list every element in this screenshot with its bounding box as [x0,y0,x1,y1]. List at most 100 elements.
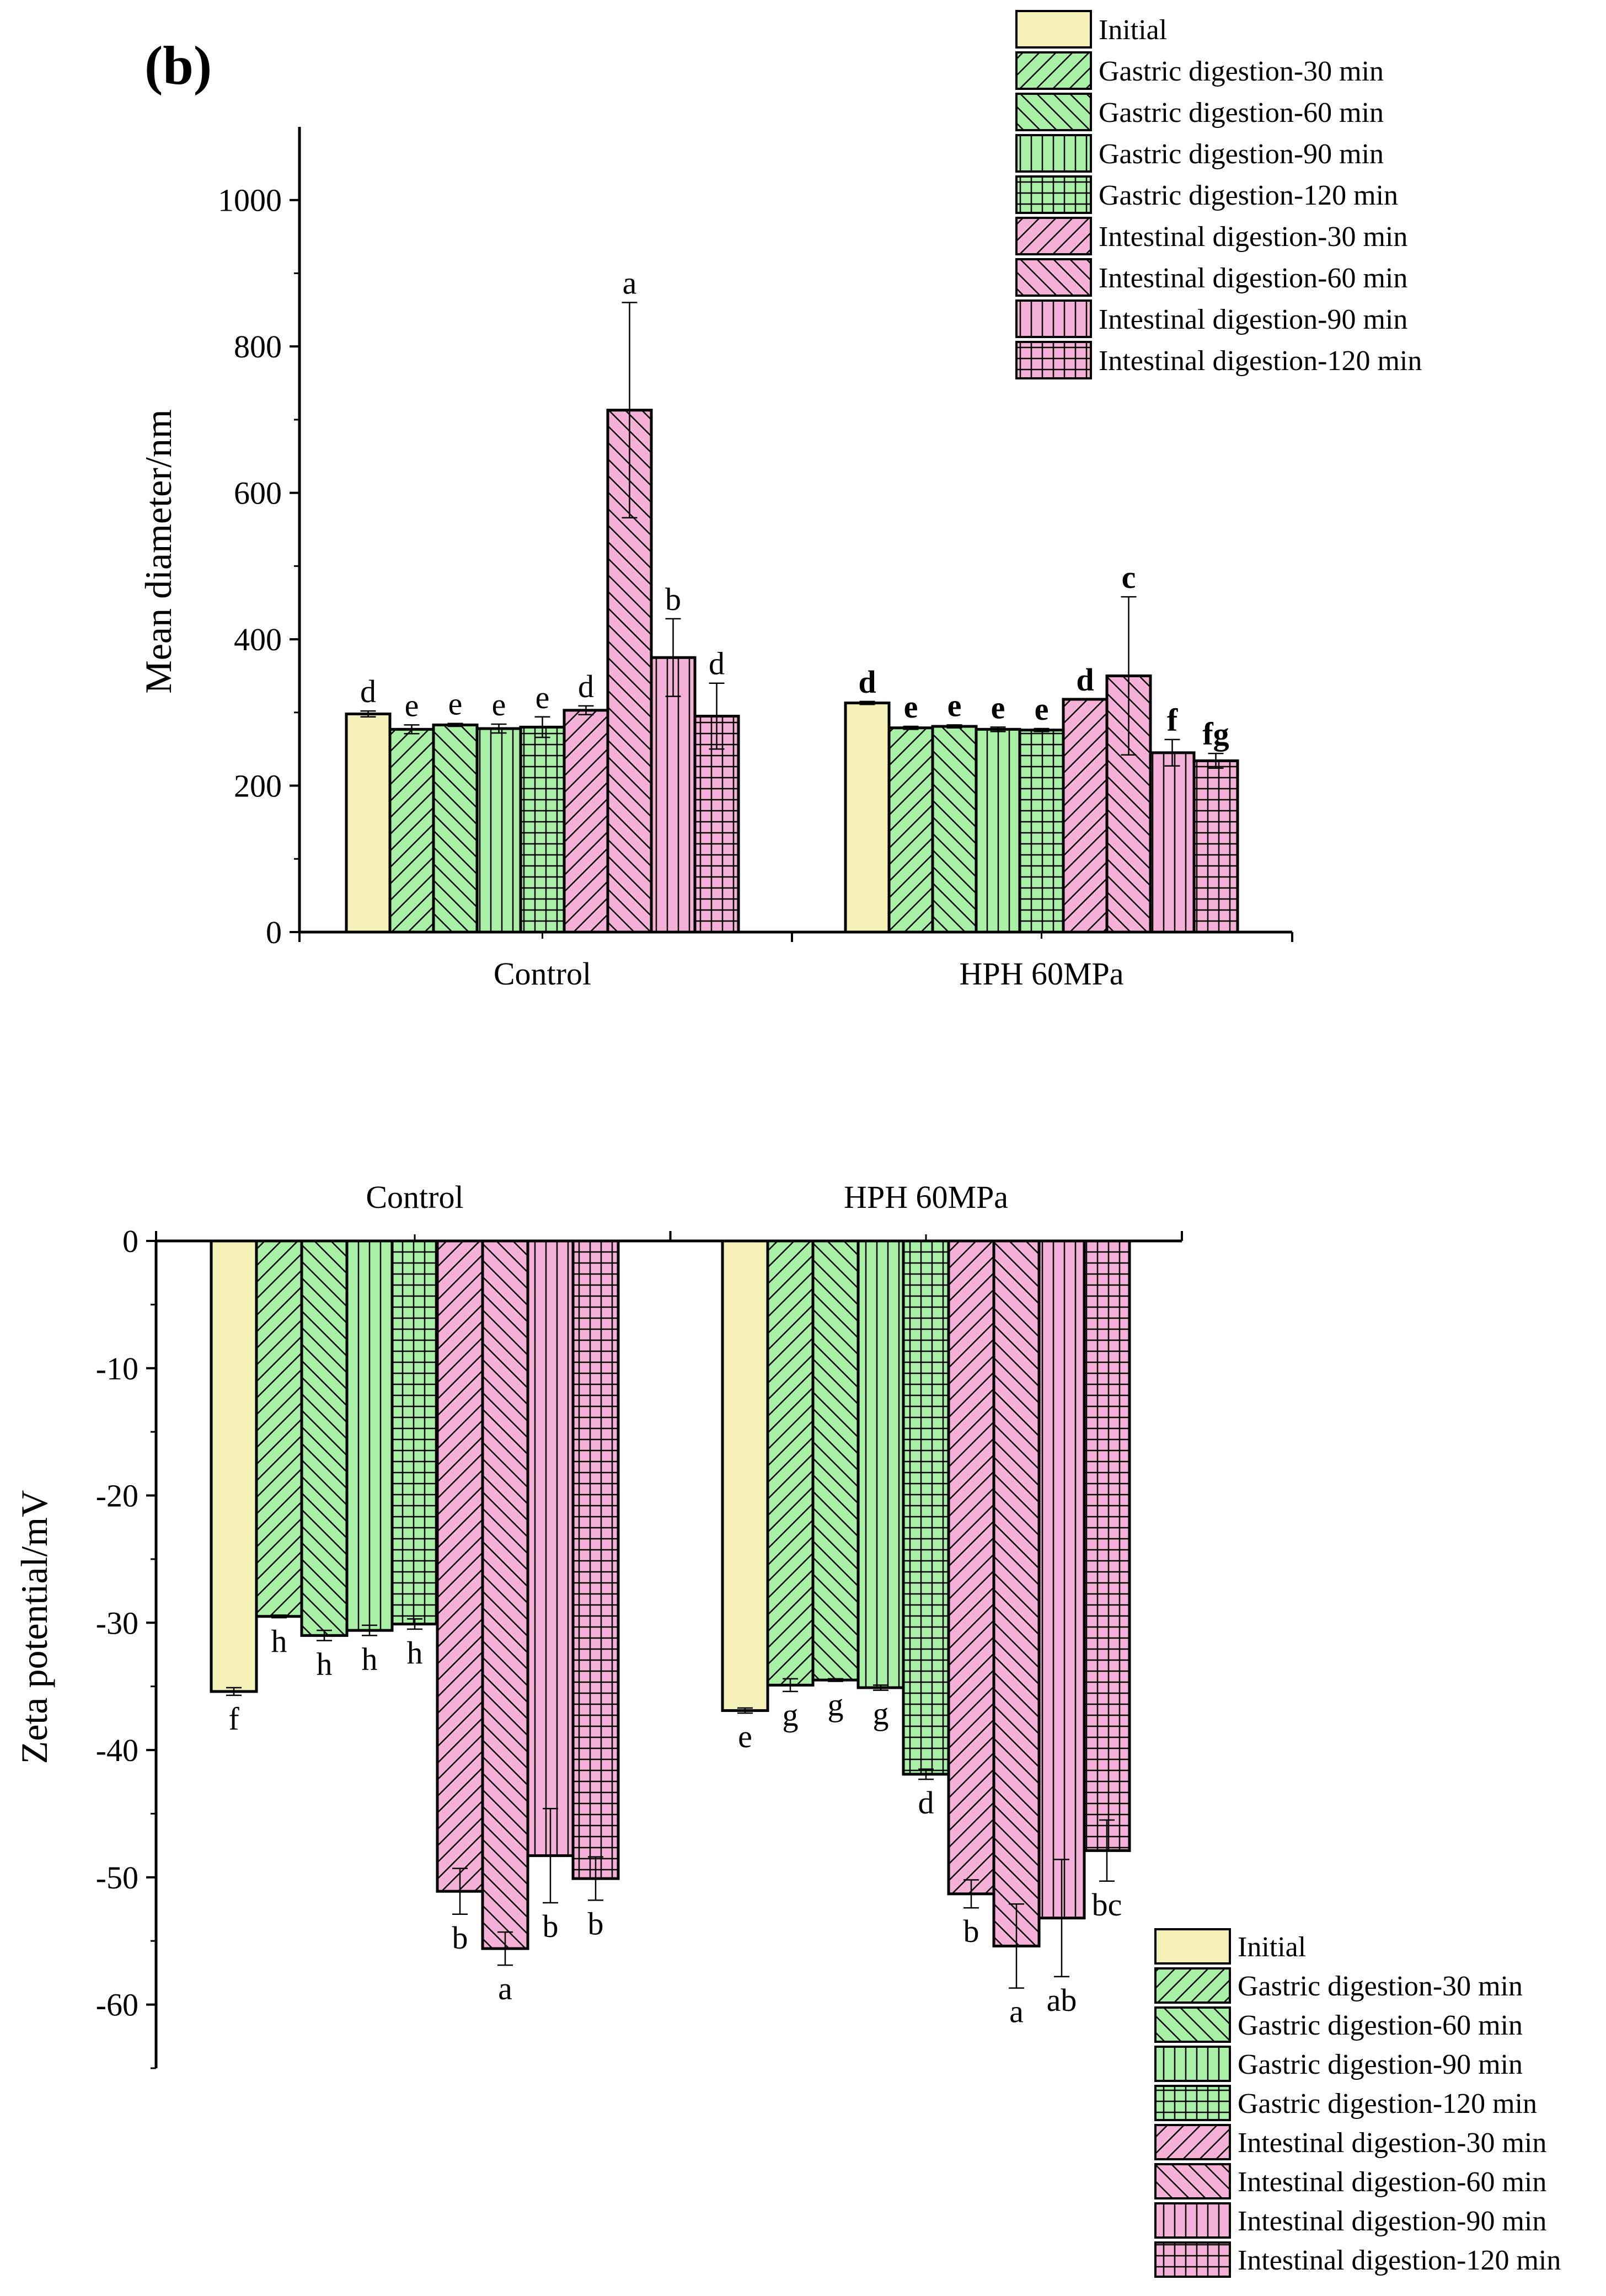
bar-diameter-hph-60mpa-intestinal-digestion-120-min [1192,759,1239,934]
bar-diameter-hph-60mpa-intestinal-digestion-30-min-hatch [1063,699,1107,932]
bar-zeta-control-intestinal-digestion-60-min [481,1239,529,1950]
sig-letter-zeta: b [963,1913,979,1949]
legend-swatch-hatch [1155,2008,1230,2042]
bar-zeta-hph-60mpa-gastric-digestion-90-min-hatch [858,1241,903,1688]
bar-diameter-hph-60mpa-gastric-digestion-60-min-hatch [933,726,976,932]
bar-zeta-control-gastric-digestion-30-min [255,1239,303,1618]
legend-swatch-outline [1015,217,1092,255]
bar-zeta-control-intestinal-digestion-30-min [436,1239,484,1893]
bar-zeta-hph-60mpa-gastric-digestion-30-min [766,1239,815,1687]
legend-swatch-outline [1015,258,1092,297]
sig-letter-zeta: g [783,1697,799,1733]
bar-diameter-control-gastric-digestion-90-min [475,727,522,934]
legend-swatch-hatch [1016,52,1091,89]
legend-item-gastric-digestion-30-min: Gastric digestion-30 min [1015,51,1384,90]
bar-diameter-hph-60mpa-gastric-digestion-90-min [975,727,1021,934]
legend-item-gastric-digestion-120-min: Gastric digestion-120 min [1154,2085,1537,2121]
sig-letter-diameter: e [492,687,506,722]
legend-label: Intestinal digestion-120 min [1099,345,1422,377]
y-tick-label-2: 0 [122,1223,138,1259]
sig-letter-zeta: f [228,1701,239,1737]
bar-zeta-control-intestinal-digestion-60-min-hatch [483,1241,528,1949]
bar-zeta-hph-60mpa-gastric-digestion-60-min [811,1239,860,1682]
bar-zeta-hph-60mpa-intestinal-digestion-120-min [1083,1239,1131,1852]
bar-diameter-control-initial-fill [346,714,390,932]
legend-swatch-outline [1154,2046,1231,2082]
legend-item-intestinal-digestion-30-min: Intestinal digestion-30 min [1154,2124,1546,2160]
bar-diameter-control-intestinal-digestion-30-min [563,709,609,934]
bar-zeta-hph-60mpa-gastric-digestion-90-min [856,1239,905,1689]
sig-letter-zeta: e [738,1719,752,1754]
bar-diameter-control-gastric-digestion-60-min-hatch [433,725,477,932]
panel-label: (b) [144,35,212,96]
legend-label: Initial [1099,14,1167,46]
bar-diameter-hph-60mpa-gastric-digestion-60-min [931,725,978,934]
legend-swatch-outline [1015,299,1092,338]
bar-zeta-control-gastric-digestion-30-min-hatch [256,1241,302,1617]
legend-item-gastric-digestion-120-min: Gastric digestion-120 min [1015,175,1398,214]
sig-letter-zeta: b [543,1908,559,1944]
legend-label: Initial [1238,1931,1306,1963]
legend-label: Intestinal digestion-60 min [1238,2166,1546,2198]
legend-swatch-hatch [1016,259,1091,296]
sig-letter-zeta: d [918,1785,934,1821]
bar-zeta-hph-60mpa-intestinal-digestion-60-min [992,1239,1041,1947]
bar-diameter-hph-60mpa-gastric-digestion-120-min-hatch [1020,730,1063,932]
sig-letter-diameter: d [578,668,594,704]
zeta-potential-chart: 0 -10 -20 -30 -40 -50 -60 Zeta potential/mV Cont… [13,1179,1183,2069]
legend-label: Intestinal digestion-60 min [1099,263,1407,294]
bar-zeta-hph-60mpa-initial-fill [722,1241,768,1711]
sig-letter-diameter: e [991,689,1005,725]
bar-diameter-control-gastric-digestion-90-min-hatch [477,729,521,932]
x-category-label-control: Control [494,956,591,992]
sig-letter-diameter: f [1167,702,1178,738]
legend-label: Gastric digestion-30 min [1099,56,1384,87]
legend-swatch-outline [1015,10,1092,49]
x-category-label-hph-60mpa: HPH 60MPa [844,1179,1008,1215]
bar-zeta-hph-60mpa-initial [721,1239,769,1712]
sig-letter-diameter: e [405,687,419,723]
legend-swatch-hatch [1155,2164,1230,2198]
bar-zeta-hph-60mpa-intestinal-digestion-90-min-hatch [1039,1241,1084,1918]
sig-letter-zeta: h [407,1635,423,1671]
legend-bottom: Initial Gastric digestion-30 min Gastric d… [1154,1928,1561,2278]
sig-letter-zeta: h [362,1641,378,1677]
legend-label: Gastric digestion-120 min [1238,2088,1537,2120]
sig-letter-diameter: e [536,679,550,715]
legend-swatch-hatch [1155,2047,1230,2081]
sig-letter-diameter: e [1035,691,1049,727]
bar-diameter-control-gastric-digestion-120-min-hatch [521,727,564,932]
bar-diameter-hph-60mpa-intestinal-digestion-90-min-hatch [1150,752,1194,932]
x-category-label-hph-60mpa: HPH 60MPa [959,956,1123,992]
bar-zeta-control-gastric-digestion-120-min [390,1239,439,1626]
bar-diameter-control-initial [345,712,392,934]
bar-diameter-control-gastric-digestion-30-min-hatch [390,729,433,932]
legend-swatch-outline [1154,2006,1231,2043]
legend-swatch-hatch [1016,301,1091,337]
y-axis-title-1: Mean diameter/nm [137,409,179,693]
bar-zeta-hph-60mpa-gastric-digestion-60-min-hatch [813,1241,858,1680]
y-axis-title-2: Zeta potential/mV [13,1490,55,1764]
sig-letter-diameter: e [904,689,918,725]
legend-swatch-hatch [1155,2125,1230,2159]
legend-item-gastric-digestion-90-min: Gastric digestion-90 min [1015,134,1384,173]
legend-item-initial: Initial [1154,1928,1306,1965]
legend-item-intestinal-digestion-60-min: Intestinal digestion-60 min [1015,258,1407,297]
legend-item-intestinal-digestion-60-min: Intestinal digestion-60 min [1154,2163,1546,2199]
legend-swatch-hatch [1016,342,1091,378]
bar-zeta-hph-60mpa-gastric-digestion-30-min-hatch [768,1241,813,1685]
bar-zeta-control-gastric-digestion-90-min-hatch [347,1241,392,1631]
legend-item-intestinal-digestion-90-min: Intestinal digestion-90 min [1015,299,1407,338]
legend-item-initial: Initial [1015,10,1167,49]
bar-zeta-control-gastric-digestion-120-min-hatch [392,1241,437,1624]
sig-letter-diameter: a [623,265,637,301]
legend-swatch-outline [1015,175,1092,214]
bar-diameter-control-gastric-digestion-30-min [388,727,435,934]
sig-letter-zeta: h [317,1646,333,1682]
y-tick-label-2: -40 [96,1732,138,1768]
bar-diameter-control-intestinal-digestion-90-min [650,656,697,934]
bar-diameter-hph-60mpa-initial [844,702,891,934]
legend-swatch-hatch [1016,218,1091,254]
sig-letter-diameter: d [1076,662,1094,698]
